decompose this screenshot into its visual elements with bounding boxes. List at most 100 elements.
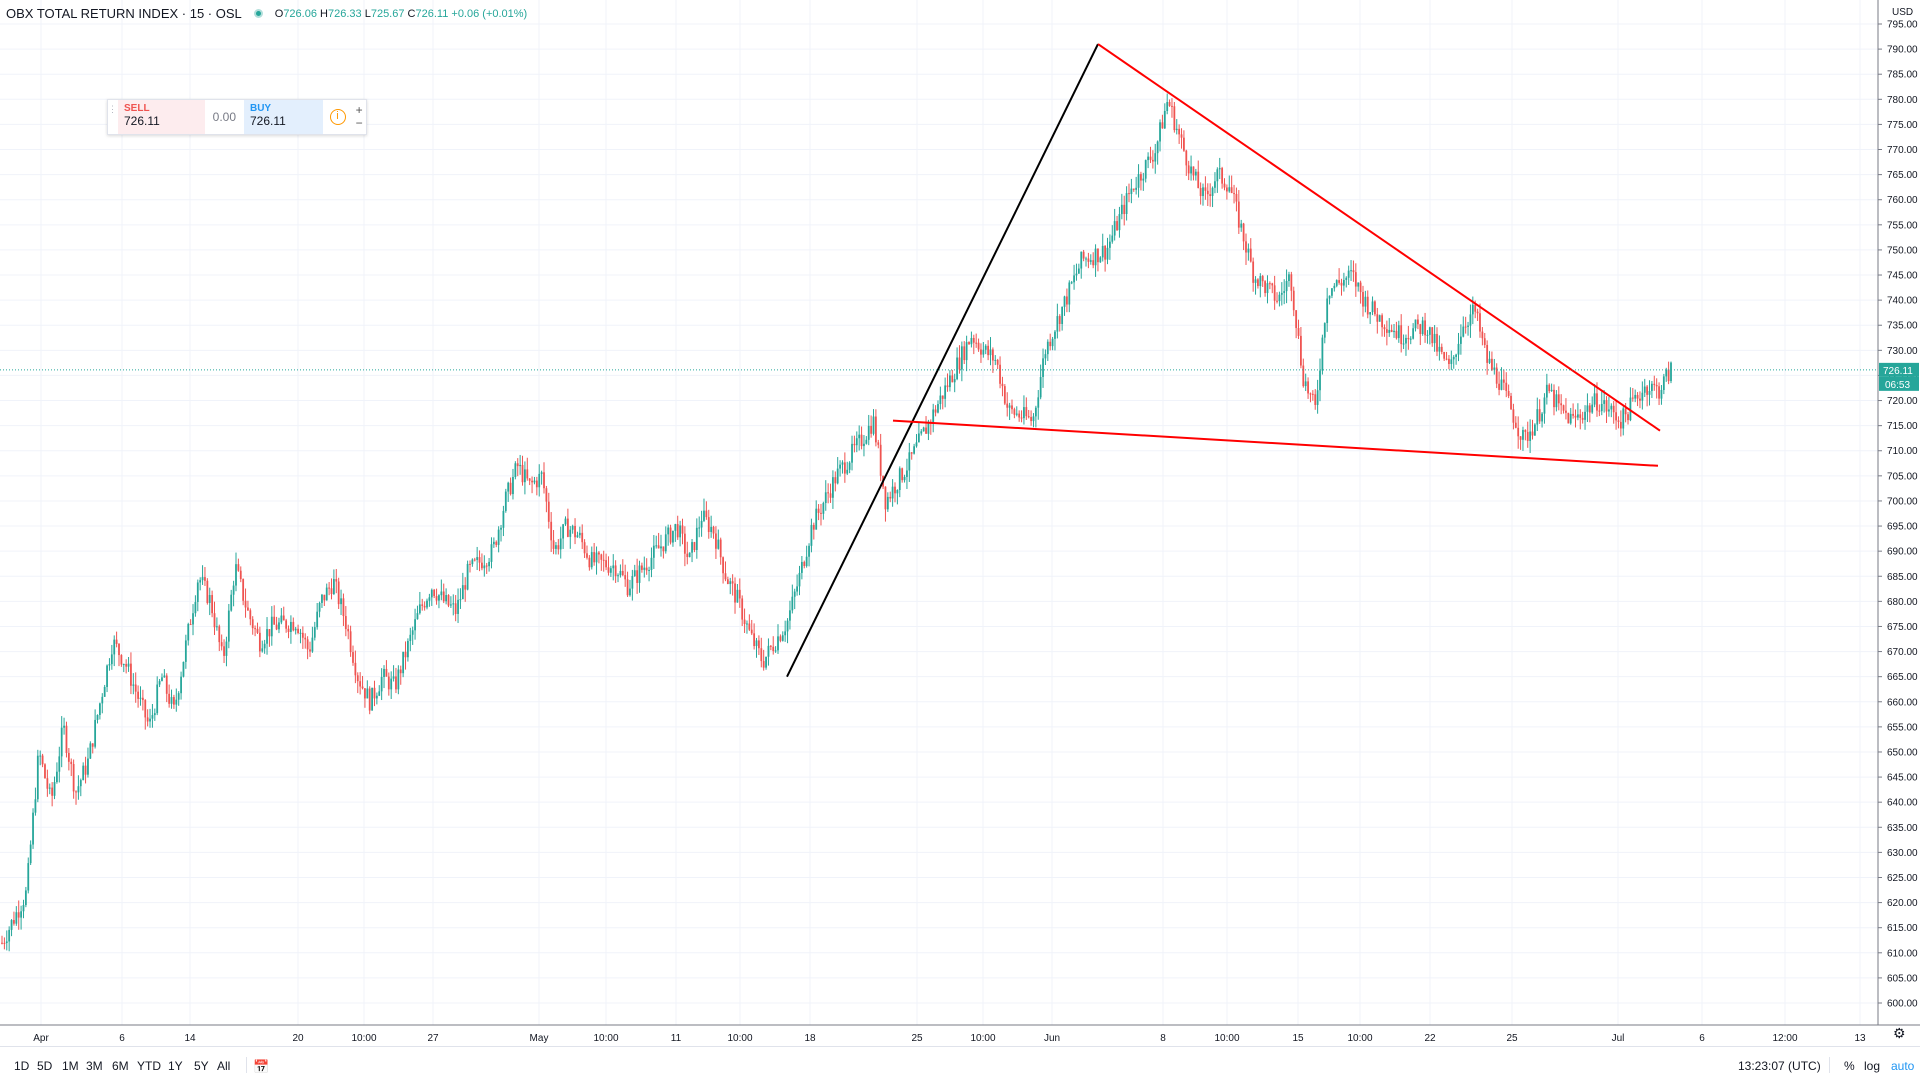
candle-body	[177, 693, 180, 700]
candle-body	[1285, 281, 1288, 292]
gear-icon[interactable]: ⚙	[1893, 1025, 1906, 1041]
candle-body	[1099, 257, 1102, 263]
market-status-icon[interactable]	[253, 9, 263, 18]
y-tick-label: 735.00	[1887, 321, 1918, 332]
calendar-icon[interactable]: 📅	[253, 1059, 270, 1074]
clock-time[interactable]: 13:23:07 (UTC)	[1738, 1059, 1821, 1073]
y-tick-label: 660.00	[1887, 697, 1918, 708]
candle-body	[667, 527, 670, 535]
candle-body	[1369, 312, 1372, 315]
quantity-stepper[interactable]: + −	[352, 100, 366, 134]
candle-body	[418, 604, 421, 614]
candle-body	[920, 431, 923, 434]
candle-body	[593, 552, 596, 563]
candle-body	[633, 570, 636, 577]
candle-body	[1276, 300, 1278, 302]
candle-body	[464, 585, 467, 590]
x-tick-label: 10:00	[351, 1033, 376, 1044]
y-tick-label: 790.00	[1887, 45, 1918, 56]
timeframe-ytd[interactable]: YTD	[137, 1059, 161, 1073]
candle-body	[70, 761, 73, 765]
candle-body	[1068, 282, 1071, 305]
symbol-title[interactable]: OBX TOTAL RETURN INDEX · 15 · OSL	[6, 6, 242, 21]
timeframe-6m[interactable]: 6M	[112, 1059, 129, 1073]
candle-body	[356, 675, 359, 682]
timeframe-1y[interactable]: 1Y	[168, 1059, 183, 1073]
candle-body	[235, 564, 237, 586]
timeframe-3m[interactable]: 3M	[86, 1059, 103, 1073]
candle-body	[1483, 338, 1486, 345]
candle-body	[655, 545, 658, 547]
candle-body	[337, 581, 340, 605]
percent-toggle[interactable]: %	[1844, 1059, 1855, 1073]
candle-body	[1257, 279, 1259, 287]
candle-body	[1159, 122, 1161, 142]
candle-body	[999, 364, 1001, 384]
candle-body	[1175, 128, 1178, 131]
candle-body	[917, 433, 920, 443]
candle-body	[1218, 168, 1221, 170]
log-toggle[interactable]: log	[1864, 1059, 1881, 1073]
candle-body	[1517, 427, 1520, 437]
drag-handle-icon[interactable]: ⋮⋮	[108, 104, 126, 114]
y-tick-label: 630.00	[1887, 848, 1918, 859]
candle-body	[1049, 341, 1052, 347]
minus-icon[interactable]: −	[355, 116, 363, 130]
y-tick-label: 680.00	[1887, 597, 1918, 608]
candle-body	[1039, 376, 1042, 398]
candle-body	[1202, 187, 1204, 197]
candle-body	[189, 624, 192, 626]
auto-toggle[interactable]: auto	[1891, 1059, 1915, 1073]
buy-button[interactable]: BUY 726.11	[243, 100, 323, 134]
candle-body	[996, 359, 999, 365]
candle-body	[724, 573, 727, 580]
candle-body	[266, 629, 268, 644]
timeframe-all[interactable]: All	[217, 1059, 231, 1073]
candle-body	[10, 920, 13, 930]
sell-button[interactable]: SELL 726.11	[118, 100, 205, 134]
candle-body	[1488, 358, 1491, 363]
candle-body	[218, 626, 221, 643]
plus-icon[interactable]: +	[355, 103, 363, 117]
candle-body	[402, 651, 405, 674]
candle-body	[791, 596, 794, 611]
candle-body	[1600, 403, 1603, 412]
candle-body	[657, 545, 660, 549]
candle-body	[256, 628, 259, 633]
candle-body	[407, 640, 409, 658]
timeframe-5y[interactable]: 5Y	[194, 1059, 209, 1073]
candle-body	[349, 631, 352, 653]
candle-body	[717, 539, 720, 549]
y-tick-label: 745.00	[1887, 271, 1918, 282]
trend-line[interactable]	[892, 419, 1659, 467]
candle-body	[1144, 160, 1147, 179]
close-label: C	[407, 7, 416, 20]
candle-body	[1230, 187, 1233, 194]
candle-body	[669, 527, 672, 543]
candle-body	[1627, 414, 1629, 421]
candle-body	[564, 518, 567, 525]
candle-body	[676, 524, 679, 538]
candle-body	[1156, 141, 1159, 154]
candle-body	[1304, 381, 1307, 387]
candle-body	[1075, 273, 1078, 276]
candle-body	[1615, 412, 1617, 421]
timeframe-1d[interactable]: 1D	[14, 1059, 30, 1073]
candle-body	[318, 602, 321, 612]
sell-label: SELL	[124, 103, 150, 114]
candle-body	[1319, 370, 1321, 391]
candle-body	[1479, 313, 1481, 332]
candle-body	[452, 603, 455, 605]
info-icon: i	[329, 109, 346, 125]
candle-body	[364, 688, 366, 699]
trend-line[interactable]	[1097, 43, 1661, 432]
timeframe-1m[interactable]: 1M	[62, 1059, 79, 1073]
trend-line[interactable]	[786, 43, 1099, 678]
x-tick-label: 10:00	[1214, 1033, 1239, 1044]
info-button[interactable]: i	[323, 100, 352, 134]
y-tick-label: 770.00	[1887, 145, 1918, 156]
timeframe-5d[interactable]: 5D	[37, 1059, 53, 1073]
candle-body	[27, 863, 30, 891]
